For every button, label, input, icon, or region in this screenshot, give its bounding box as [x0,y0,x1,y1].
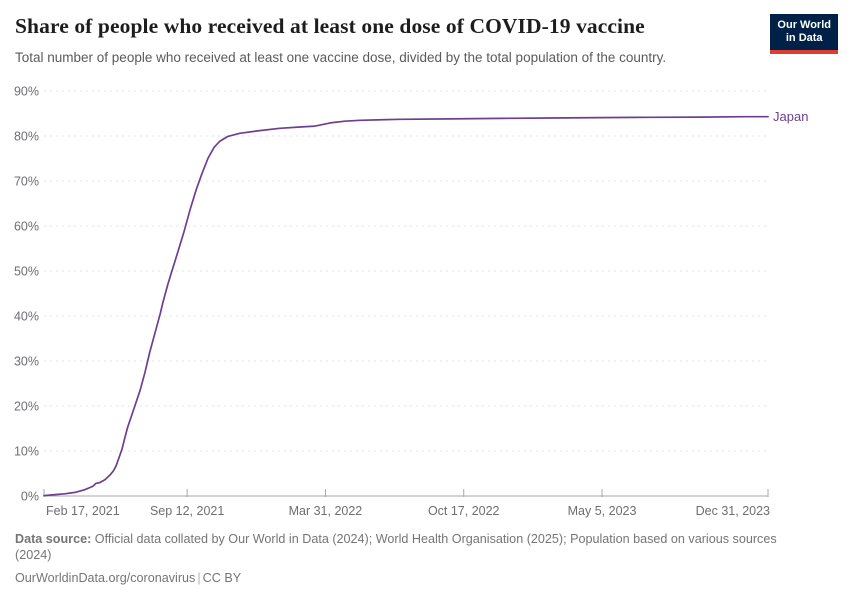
line-chart-canvas[interactable]: 0% 10% 20% 30% 40% 50% 60% 70% 80% 90% Feb 17, 202… [0,82,850,530]
japan-series-label[interactable]: Japan [773,109,808,124]
y-axis-tick-label: 50% [14,265,39,279]
y-axis-tick-label: 80% [14,130,39,144]
chart-subtitle: Total number of people who received at l… [15,50,667,65]
japan-line[interactable] [43,115,769,497]
data-source-note: Data source: Official data collated by O… [15,531,797,564]
license-line: OurWorldinData.org/coronavirus | CC BY [15,570,797,586]
x-axis-tick-label: Feb 17, 2021 [46,504,120,518]
y-axis-tick-label: 10% [14,445,39,459]
owid-logo-line1: Our World [777,19,831,31]
y-axis-tick-label: 70% [14,175,39,189]
license-separator: | [197,570,201,585]
y-axis-tick-label: 20% [14,400,39,414]
owid-url-link[interactable]: OurWorldinData.org/coronavirus [15,570,196,585]
y-axis-tick-label: 30% [14,355,39,369]
x-axis-tick-label: May 5, 2023 [568,504,637,518]
chart-footer: Data source: Official data collated by O… [15,531,797,586]
x-axis-tick-label: Dec 31, 2023 [696,504,770,518]
owid-logo-line2: in Data [785,32,823,45]
y-axis-tick-label: 60% [14,220,39,234]
x-axis-tick-label: Oct 17, 2022 [428,504,500,518]
y-axis-tick-label: 40% [14,310,39,324]
y-axis-tick-label: 90% [14,85,39,99]
owid-logo: Our World in Data [770,14,838,54]
data-source-label: Data source: [15,532,92,546]
page-title: Share of people who received at least on… [15,14,645,38]
x-axis-tick-label: Sep 12, 2021 [150,504,224,518]
y-axis-tick-label: 0% [21,490,39,504]
data-source-text: Official data collated by Our World in D… [15,532,777,563]
license-badge: CC BY [202,570,242,585]
x-axis-tick-label: Mar 31, 2022 [289,504,363,518]
